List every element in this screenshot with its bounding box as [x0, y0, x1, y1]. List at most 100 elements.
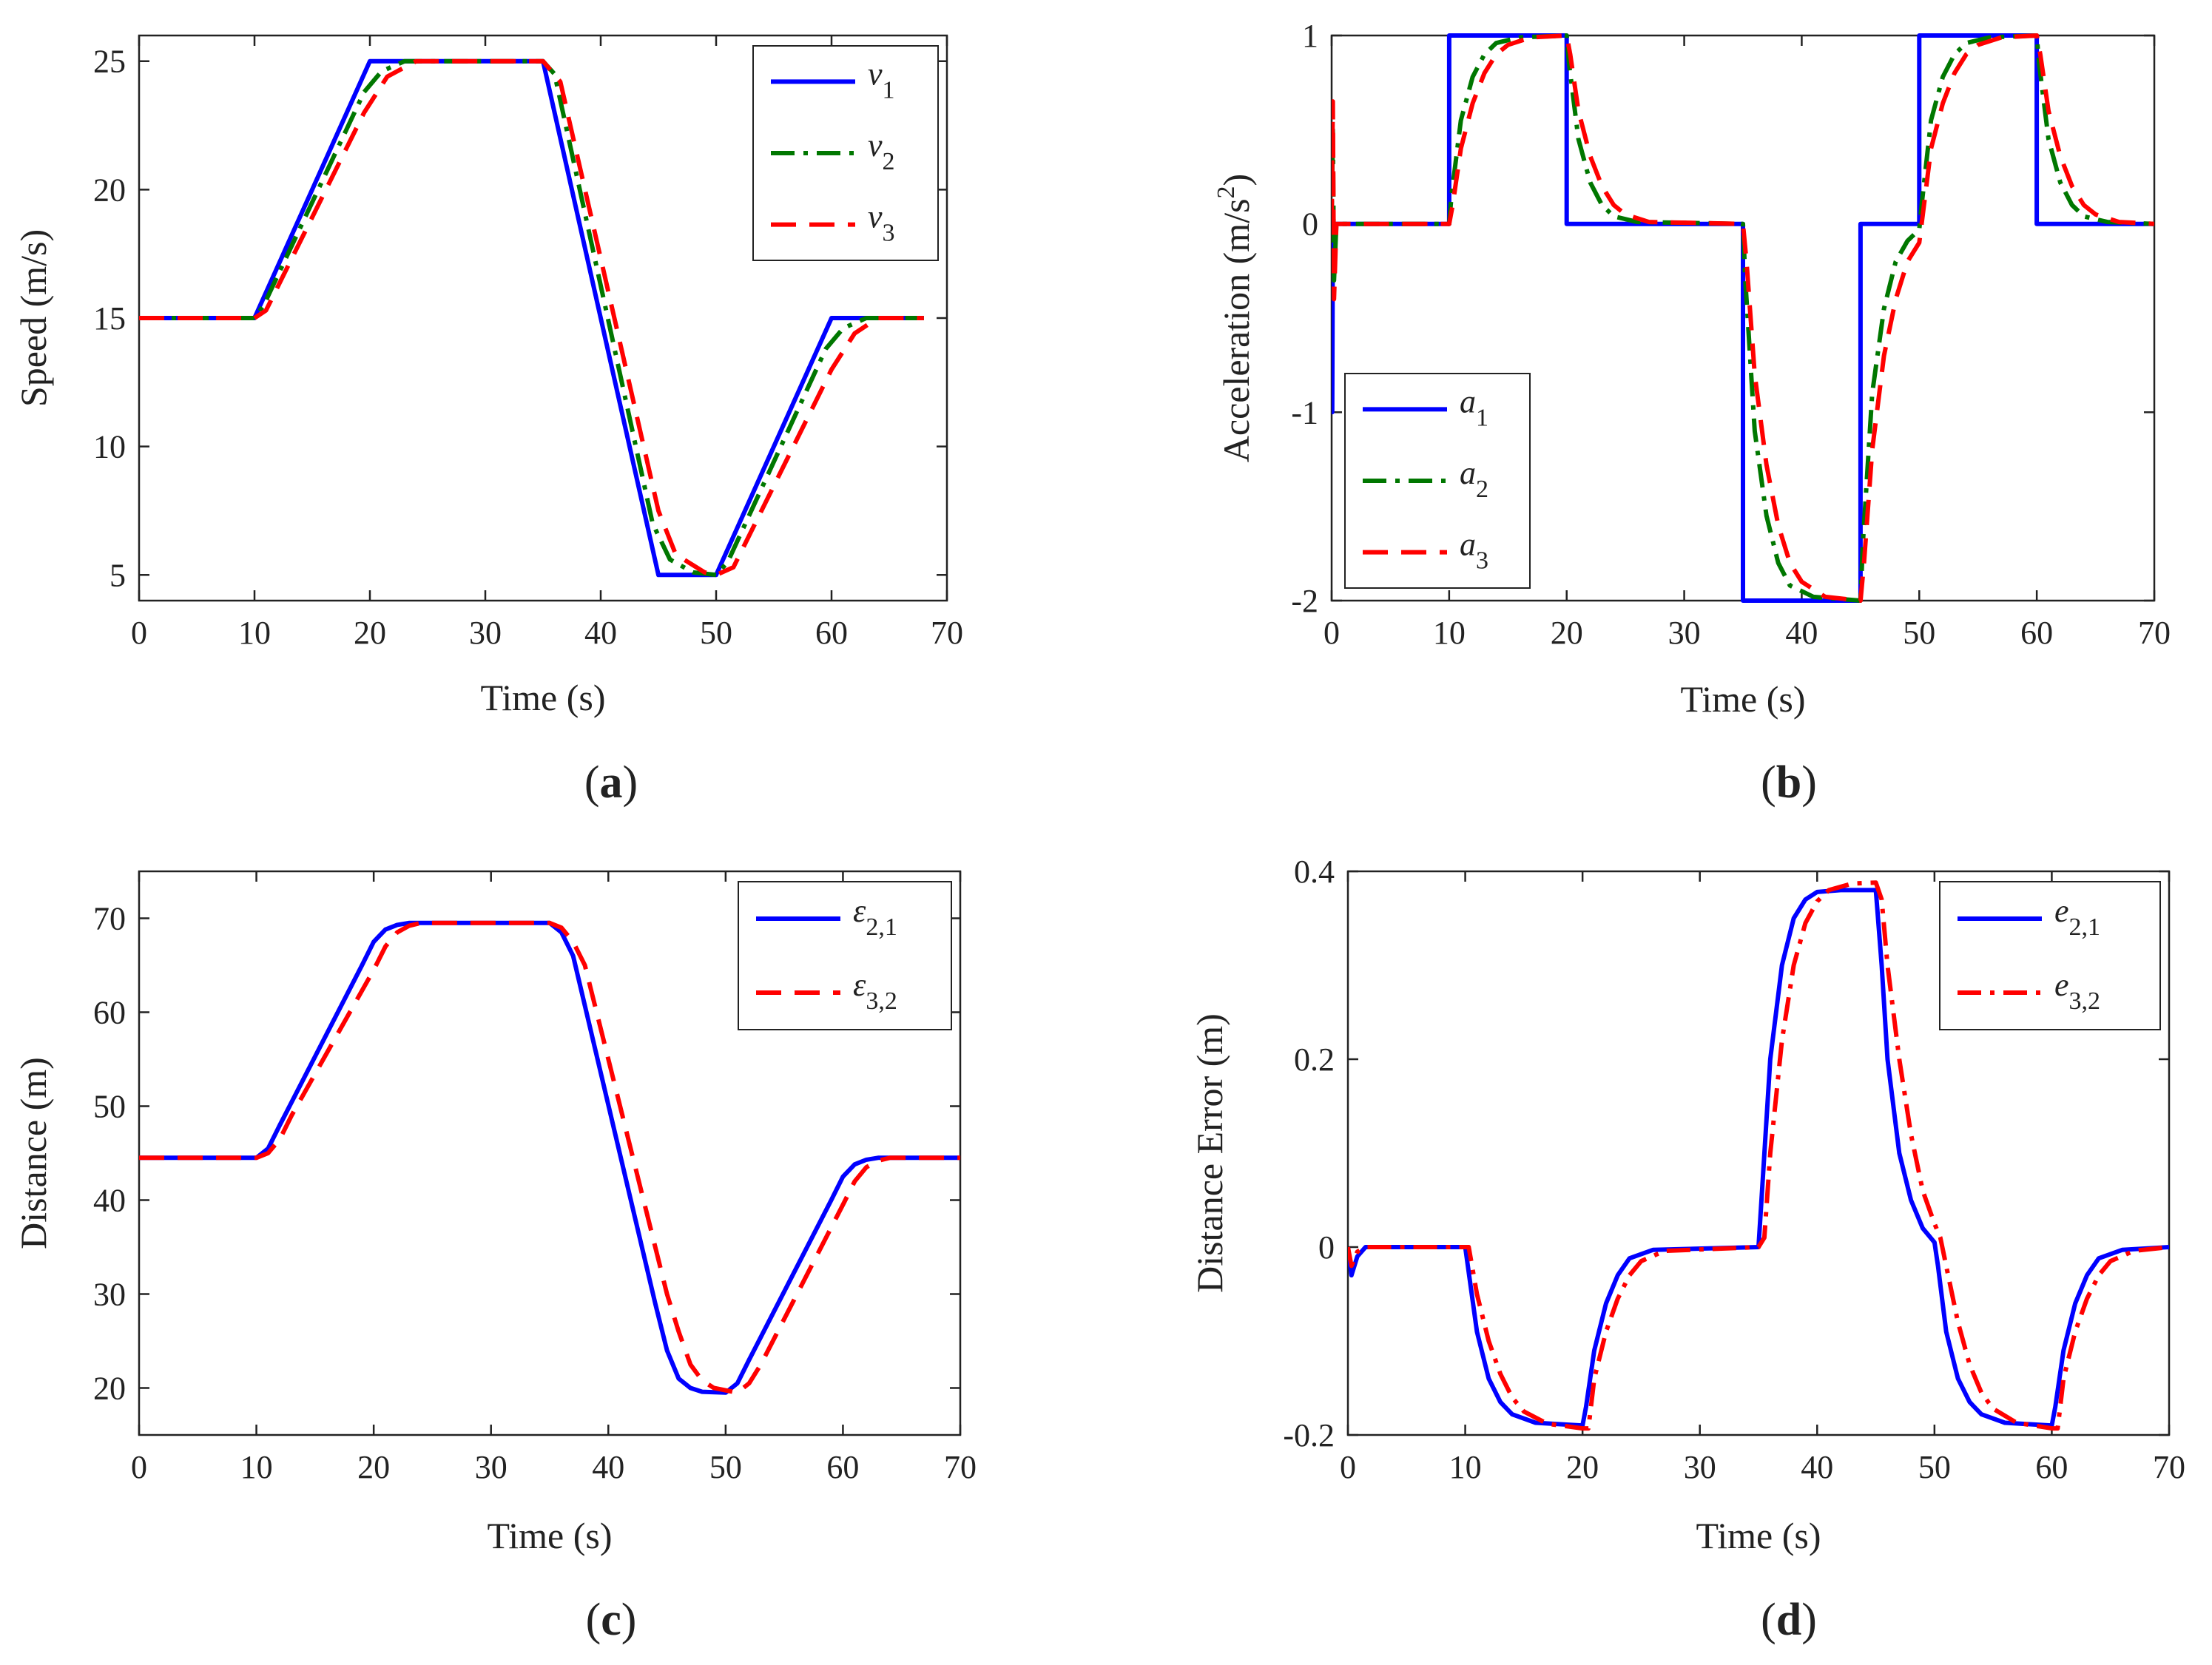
- y-tick-label: 1: [1302, 18, 1318, 54]
- legend-box: [1939, 881, 2161, 1030]
- legend-symbol: e: [2054, 893, 2069, 929]
- panel-label: (b): [1761, 757, 1817, 808]
- y-tick-label: 0.2: [1294, 1041, 1335, 1078]
- y-axis-label: Distance Error (m): [1189, 1013, 1230, 1293]
- x-tick-label: 30: [1684, 1449, 1716, 1485]
- x-axis-label: Time (s): [487, 1515, 612, 1556]
- x-tick-label: 40: [1785, 615, 1818, 651]
- panel-label: (d): [1761, 1595, 1817, 1645]
- y-tick-label: -2: [1291, 583, 1318, 619]
- legend-label: a3: [1460, 527, 1488, 575]
- x-tick-label: 20: [357, 1449, 390, 1485]
- series-line-e3-2: [1348, 880, 2169, 1431]
- legend-subscript: 2: [883, 148, 895, 175]
- x-tick-label: 20: [354, 615, 386, 651]
- legend: ε2,1 ε3,2: [738, 881, 952, 1030]
- y-axis-label: Acceleration (m/s2): [1213, 174, 1257, 462]
- legend-subscript: 1: [883, 76, 895, 104]
- series-line-a2: [1332, 33, 2154, 603]
- series-line-v2: [139, 58, 924, 578]
- x-tick-label: 10: [240, 1449, 273, 1485]
- panel-label-open: (: [586, 1595, 601, 1645]
- legend-symbol: v: [868, 55, 883, 92]
- x-tick-label: 40: [592, 1449, 624, 1485]
- legend-subscript: 1: [1476, 404, 1488, 431]
- x-tick-label: 70: [2153, 1449, 2185, 1485]
- x-axis-label: Time (s): [1680, 678, 1805, 720]
- y-axis-label: Distance (m): [13, 1057, 54, 1249]
- y-tick-label: 20: [93, 172, 126, 208]
- x-tick-label: 60: [826, 1449, 859, 1485]
- x-tick-label: 60: [2020, 615, 2053, 651]
- y-tick-label: 20: [93, 1371, 126, 1407]
- legend-symbol: a: [1460, 455, 1476, 491]
- x-tick-label: 0: [131, 1449, 147, 1485]
- legend-label: a1: [1460, 383, 1488, 431]
- legend-symbol: ε: [853, 967, 866, 1003]
- legend-subscript: 3: [883, 220, 895, 247]
- y-tick-label: 50: [93, 1089, 126, 1125]
- y-tick-label: 40: [93, 1183, 126, 1219]
- plot-area: [1346, 870, 2171, 1436]
- x-axis-label: Time (s): [1696, 1515, 1821, 1556]
- x-tick-label: 10: [238, 615, 271, 651]
- legend-symbol: a: [1460, 383, 1476, 419]
- y-axis-label-text: Acceleration (m/s: [1215, 198, 1257, 462]
- y-tick-label: 0: [1318, 1229, 1335, 1266]
- x-tick-label: 50: [700, 615, 732, 651]
- panel-label-open: (: [584, 757, 600, 808]
- x-tick-label: 0: [1324, 615, 1340, 651]
- panel-label: (c): [586, 1595, 637, 1645]
- x-axis-label: Time (s): [480, 677, 605, 718]
- x-tick-label: 0: [131, 615, 147, 651]
- legend-symbol: v: [868, 199, 883, 235]
- panel-a: 0 10 20 30 40 50 60 70 5 10 15 20 25 Time (s) Speed (m…: [13, 34, 963, 808]
- plot-area: [138, 870, 962, 1436]
- legend-box: [738, 881, 952, 1030]
- panel-label-close: ): [1801, 1595, 1817, 1645]
- x-tick-label: 70: [944, 1449, 977, 1485]
- x-tick-label: 30: [469, 615, 502, 651]
- y-tick-label: -1: [1291, 394, 1318, 430]
- y-axis-label: Speed (m/s): [13, 229, 54, 407]
- x-tick-label: 50: [1903, 615, 1935, 651]
- legend-subscript: 3,2: [2069, 987, 2101, 1015]
- series-line-ε2-1: [139, 920, 960, 1395]
- legend-label: ε2,1: [853, 893, 897, 941]
- y-axis-label-superscript: 2: [1213, 186, 1240, 198]
- x-tick-label: 70: [2138, 615, 2171, 651]
- x-tick-label: 20: [1551, 615, 1583, 651]
- panel-label-open: (: [1761, 1595, 1776, 1645]
- panel-b: 0 10 20 30 40 50 60 70 -2 -1 0 1 Time (s) Acceleratio…: [1213, 18, 2171, 808]
- x-tick-label: 0: [1340, 1449, 1356, 1485]
- y-axis-label-text: Distance (m): [13, 1057, 54, 1249]
- x-tick-label: 60: [815, 615, 848, 651]
- x-tick-label: 50: [1918, 1449, 1951, 1485]
- legend-label: v1: [868, 55, 895, 104]
- legend-label: v2: [868, 127, 895, 175]
- y-tick-label: 0: [1302, 206, 1318, 243]
- legend-subscript: 2: [1476, 476, 1488, 503]
- series-line-v1: [139, 58, 924, 578]
- legend-label: a2: [1460, 455, 1488, 503]
- x-tick-label: 10: [1433, 615, 1466, 651]
- legend-symbol: a: [1460, 527, 1476, 563]
- legend-subscript: 3,2: [866, 987, 897, 1015]
- legend-subscript: 3: [1476, 547, 1488, 575]
- legend-label: e2,1: [2054, 893, 2100, 941]
- legend-subscript: 2,1: [2069, 913, 2101, 941]
- x-tick-label: 10: [1449, 1449, 1482, 1485]
- series-line-v3: [139, 58, 924, 578]
- x-tick-label: 40: [584, 615, 617, 651]
- legend-label: ε3,2: [853, 967, 897, 1015]
- y-tick-label: 15: [93, 300, 126, 337]
- legend-label: e3,2: [2054, 967, 2100, 1015]
- legend: e2,1e3,2: [1939, 881, 2161, 1030]
- x-tick-label: 20: [1566, 1449, 1599, 1485]
- y-tick-label: 0.4: [1294, 854, 1335, 890]
- x-tick-label: 30: [1668, 615, 1701, 651]
- series-line-a3: [1332, 33, 2154, 603]
